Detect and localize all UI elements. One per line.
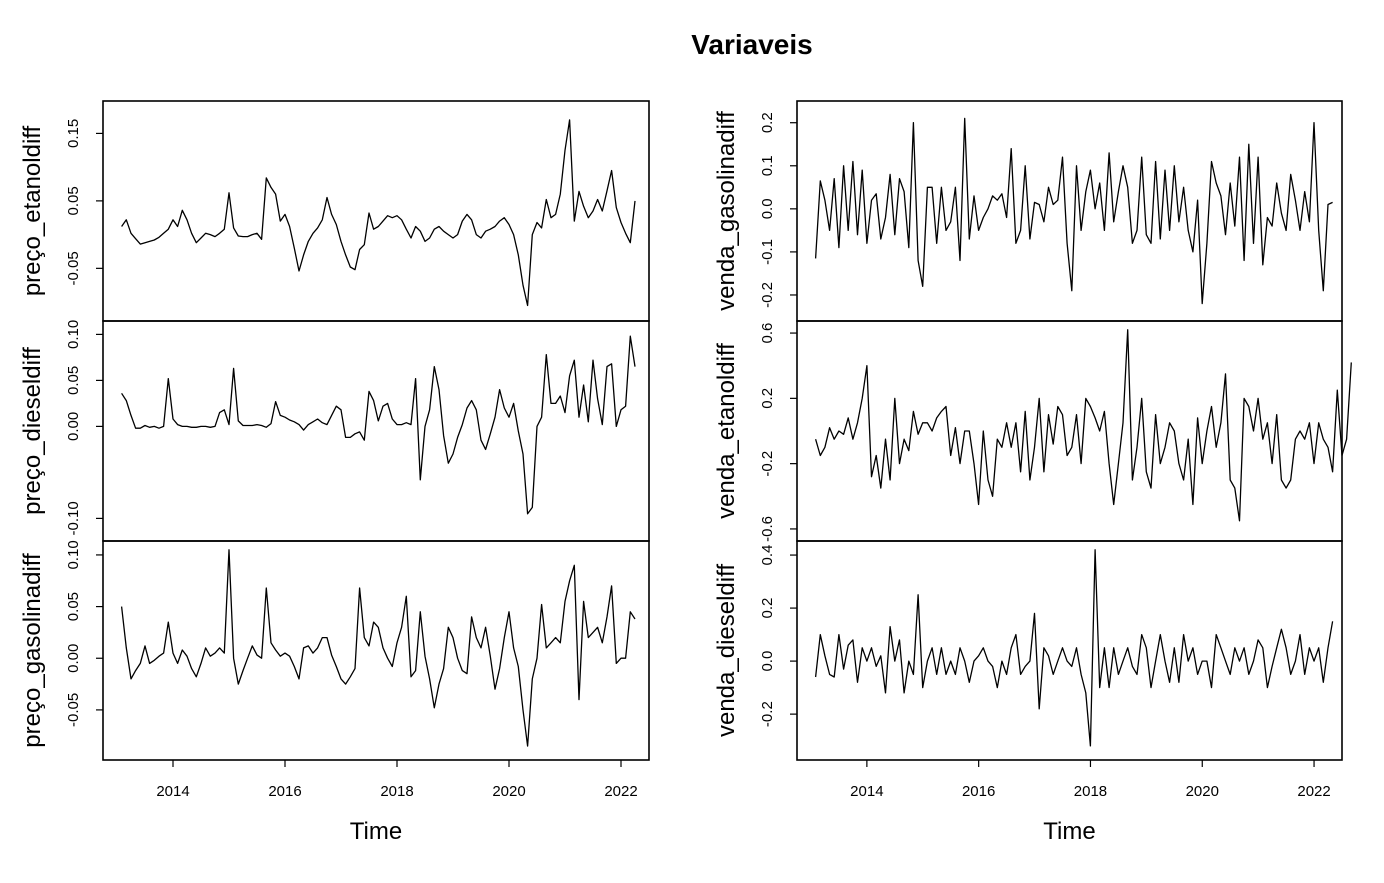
series-line-venda_dieseldiff	[814, 549, 1334, 747]
x-tick-label: 2018	[1074, 783, 1107, 800]
x-tick-label: 2018	[380, 783, 413, 800]
series-line-venda_etanoldiff	[814, 329, 1352, 522]
panel-venda_dieseldiff: -0.2 0.0 0.2 0.4 venda_dieseldiff	[713, 540, 1343, 761]
y-tick-label: 0.05	[65, 186, 82, 215]
y-tick-label: -0.10	[65, 501, 82, 535]
panels-group: -0.05 0.05 0.15 preço_etanoldiff -0.10 0.00 0.…	[19, 100, 1352, 761]
x-tick-label: 2016	[962, 783, 995, 800]
panel-venda_gasolinadiff: -0.2 -0.1 0.0 0.1 0.2 venda_gasolinadiff	[713, 100, 1343, 322]
y-axis-label: venda_gasolinadiff	[713, 111, 740, 311]
x-axis-label: Time	[1043, 818, 1095, 845]
y-tick-label: 0.1	[759, 155, 776, 176]
y-tick-label: 0.2	[759, 388, 776, 409]
y-axis-label: preço_etanoldiff	[19, 125, 46, 296]
panel-frame	[796, 320, 1343, 542]
series-line-preço_dieseldiff	[121, 335, 636, 515]
x-axis-label: Time	[350, 818, 402, 845]
x-tick-label: 2020	[492, 783, 525, 800]
y-tick-label: 0.0	[759, 651, 776, 672]
x-axis-left: 2014 2016 2018 2020 2022 Time	[156, 760, 638, 845]
panel-venda_etanoldiff: -0.6 -0.2 0.2 0.6 venda_etanoldiff	[713, 320, 1352, 542]
chart-title: Variaveis	[691, 29, 812, 60]
y-tick-label: -0.2	[759, 282, 776, 308]
y-tick-label: 0.0	[759, 198, 776, 219]
series-line-preço_etanoldiff	[121, 119, 636, 307]
y-tick-label: 0.00	[65, 644, 82, 673]
panel-frame	[796, 540, 1343, 761]
x-axes-group: 2014 2016 2018 2020 2022 Time 2014 2016 2018 2020…	[156, 760, 1331, 845]
series-line-venda_gasolinadiff	[814, 117, 1333, 305]
y-axis-label: venda_etanoldiff	[713, 343, 740, 519]
panel-frame	[102, 540, 650, 761]
y-tick-label: 0.2	[759, 598, 776, 619]
x-tick-label: 2022	[604, 783, 637, 800]
y-tick-label: -0.1	[759, 239, 776, 265]
panel-preço_gasolinadiff: -0.05 0.00 0.05 0.10 preço_gasolinadiff	[19, 540, 650, 761]
y-axis-label: preço_gasolinadiff	[19, 553, 46, 748]
x-tick-label: 2016	[268, 783, 301, 800]
y-tick-label: 0.05	[65, 592, 82, 621]
y-tick-label: -0.05	[65, 693, 82, 727]
x-tick-label: 2014	[850, 783, 883, 800]
panel-preço_dieseldiff: -0.10 0.00 0.05 0.10 preço_dieseldiff	[19, 320, 650, 542]
y-axis-label: preço_dieseldiff	[19, 347, 46, 515]
y-tick-label: -0.2	[759, 701, 776, 727]
y-tick-label: -0.05	[65, 251, 82, 285]
y-tick-label: 0.6	[759, 323, 776, 344]
y-tick-label: -0.2	[759, 451, 776, 477]
series-line-preço_gasolinadiff	[120, 549, 636, 747]
y-axis-label: venda_dieseldiff	[713, 564, 740, 737]
y-tick-label: 0.05	[65, 366, 82, 395]
y-tick-label: 0.4	[759, 545, 776, 566]
y-tick-label: 0.2	[759, 112, 776, 133]
x-tick-label: 2020	[1186, 783, 1219, 800]
y-tick-label: 0.15	[65, 119, 82, 148]
y-tick-label: -0.6	[759, 516, 776, 542]
x-tick-label: 2014	[156, 783, 189, 800]
x-axis-right: 2014 2016 2018 2020 2022 Time	[850, 760, 1331, 845]
y-tick-label: 0.00	[65, 412, 82, 441]
y-tick-label: 0.10	[65, 320, 82, 349]
panel-preço_etanoldiff: -0.05 0.05 0.15 preço_etanoldiff	[19, 100, 650, 322]
y-tick-label: 0.10	[65, 540, 82, 569]
panel-frame	[102, 320, 650, 542]
x-tick-label: 2022	[1297, 783, 1330, 800]
